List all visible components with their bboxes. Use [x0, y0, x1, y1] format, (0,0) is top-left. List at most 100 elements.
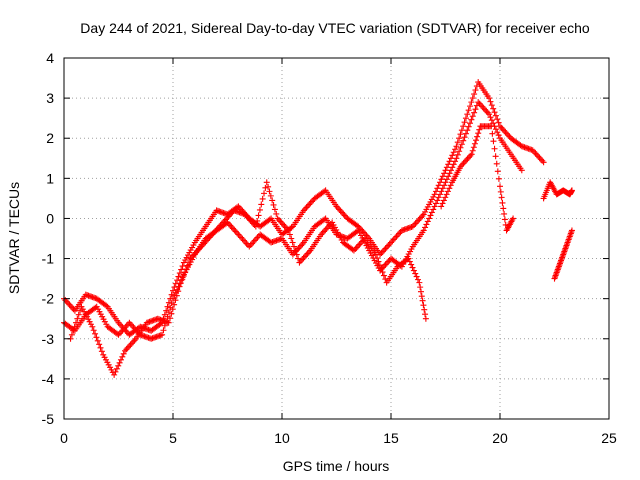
data-point: [469, 113, 476, 120]
data-point: [376, 262, 383, 269]
data-point: [437, 191, 444, 198]
data-point: [113, 365, 120, 372]
data-point: [239, 236, 246, 243]
data-point: [277, 218, 284, 225]
data-point: [456, 148, 463, 155]
data-point: [465, 154, 472, 161]
data-point: [426, 215, 433, 222]
data-point: [131, 337, 138, 344]
data-point: [304, 250, 311, 257]
data-point: [568, 227, 575, 234]
data-point: [308, 198, 315, 205]
data-point: [499, 126, 506, 133]
y-tick-label: 2: [46, 130, 54, 146]
data-point: [302, 205, 309, 212]
data-point: [491, 109, 498, 116]
data-point: [439, 173, 446, 180]
data-point: [445, 173, 452, 180]
data-point: [92, 330, 99, 337]
data-point: [246, 243, 253, 250]
data-point: [179, 276, 186, 283]
data-point: [68, 331, 75, 338]
data-point: [129, 322, 136, 329]
data-point: [320, 228, 327, 235]
data-point: [456, 135, 463, 142]
data-point: [120, 350, 127, 357]
data-point: [406, 258, 413, 265]
data-point: [382, 261, 389, 268]
y-tick-label: -2: [42, 291, 55, 307]
data-point: [489, 130, 496, 137]
data-point: [465, 107, 472, 114]
data-point: [374, 255, 381, 262]
data-point: [176, 270, 183, 277]
data-point: [168, 291, 175, 298]
data-point: [488, 117, 495, 124]
data-point: [420, 227, 427, 234]
data-point: [469, 147, 476, 154]
data-point: [412, 270, 419, 277]
data-point: [292, 247, 299, 254]
data-point: [518, 167, 525, 174]
data-point: [432, 200, 439, 207]
data-point: [128, 340, 135, 347]
data-point: [536, 154, 543, 161]
data-point: [473, 137, 480, 144]
data-point: [184, 262, 191, 269]
data-point: [383, 244, 390, 251]
data-point: [467, 120, 474, 127]
data-point: [172, 297, 179, 304]
data-point: [171, 301, 178, 308]
data-point: [532, 150, 539, 157]
data-point: [381, 247, 388, 254]
data-point: [389, 238, 396, 245]
data-point: [240, 237, 247, 244]
data-point: [303, 204, 310, 211]
data-point: [178, 266, 185, 273]
data-point: [98, 348, 105, 355]
data-point: [252, 223, 259, 230]
x-tick-label: 0: [60, 430, 68, 446]
data-point: [127, 321, 134, 328]
data-point: [501, 127, 508, 134]
data-point: [234, 229, 241, 236]
data-point: [494, 168, 501, 175]
data-point: [336, 206, 343, 213]
data-point: [465, 123, 472, 130]
data-point: [454, 151, 461, 158]
data-point: [502, 129, 509, 136]
data-point: [126, 343, 133, 350]
data-point: [163, 307, 170, 314]
data-point: [280, 221, 287, 228]
data-point: [388, 239, 394, 246]
data-point: [490, 105, 497, 112]
data-point: [500, 205, 507, 212]
data-point: [475, 99, 482, 106]
data-point: [177, 280, 184, 287]
data-point: [385, 242, 392, 249]
data-point: [510, 215, 517, 222]
data-point: [437, 179, 444, 186]
data-point: [495, 175, 502, 182]
data-point: [285, 227, 292, 234]
data-point: [116, 330, 123, 337]
data-point: [447, 167, 454, 174]
data-point: [494, 129, 501, 136]
data-point: [533, 151, 540, 158]
data-point: [169, 306, 176, 313]
data-point: [175, 273, 182, 280]
data-point: [468, 99, 475, 106]
data-point: [289, 239, 296, 246]
data-point: [238, 234, 245, 241]
data-point: [117, 356, 124, 363]
data-point: [505, 132, 512, 139]
data-point: [483, 108, 490, 115]
data-point: [126, 319, 133, 326]
data-point: [416, 215, 423, 222]
y-tick-label: -5: [42, 411, 55, 427]
data-point: [167, 315, 174, 322]
data-point: [94, 337, 101, 344]
data-point: [119, 353, 126, 360]
data-point: [303, 252, 310, 259]
y-tick-label: 0: [46, 210, 54, 226]
